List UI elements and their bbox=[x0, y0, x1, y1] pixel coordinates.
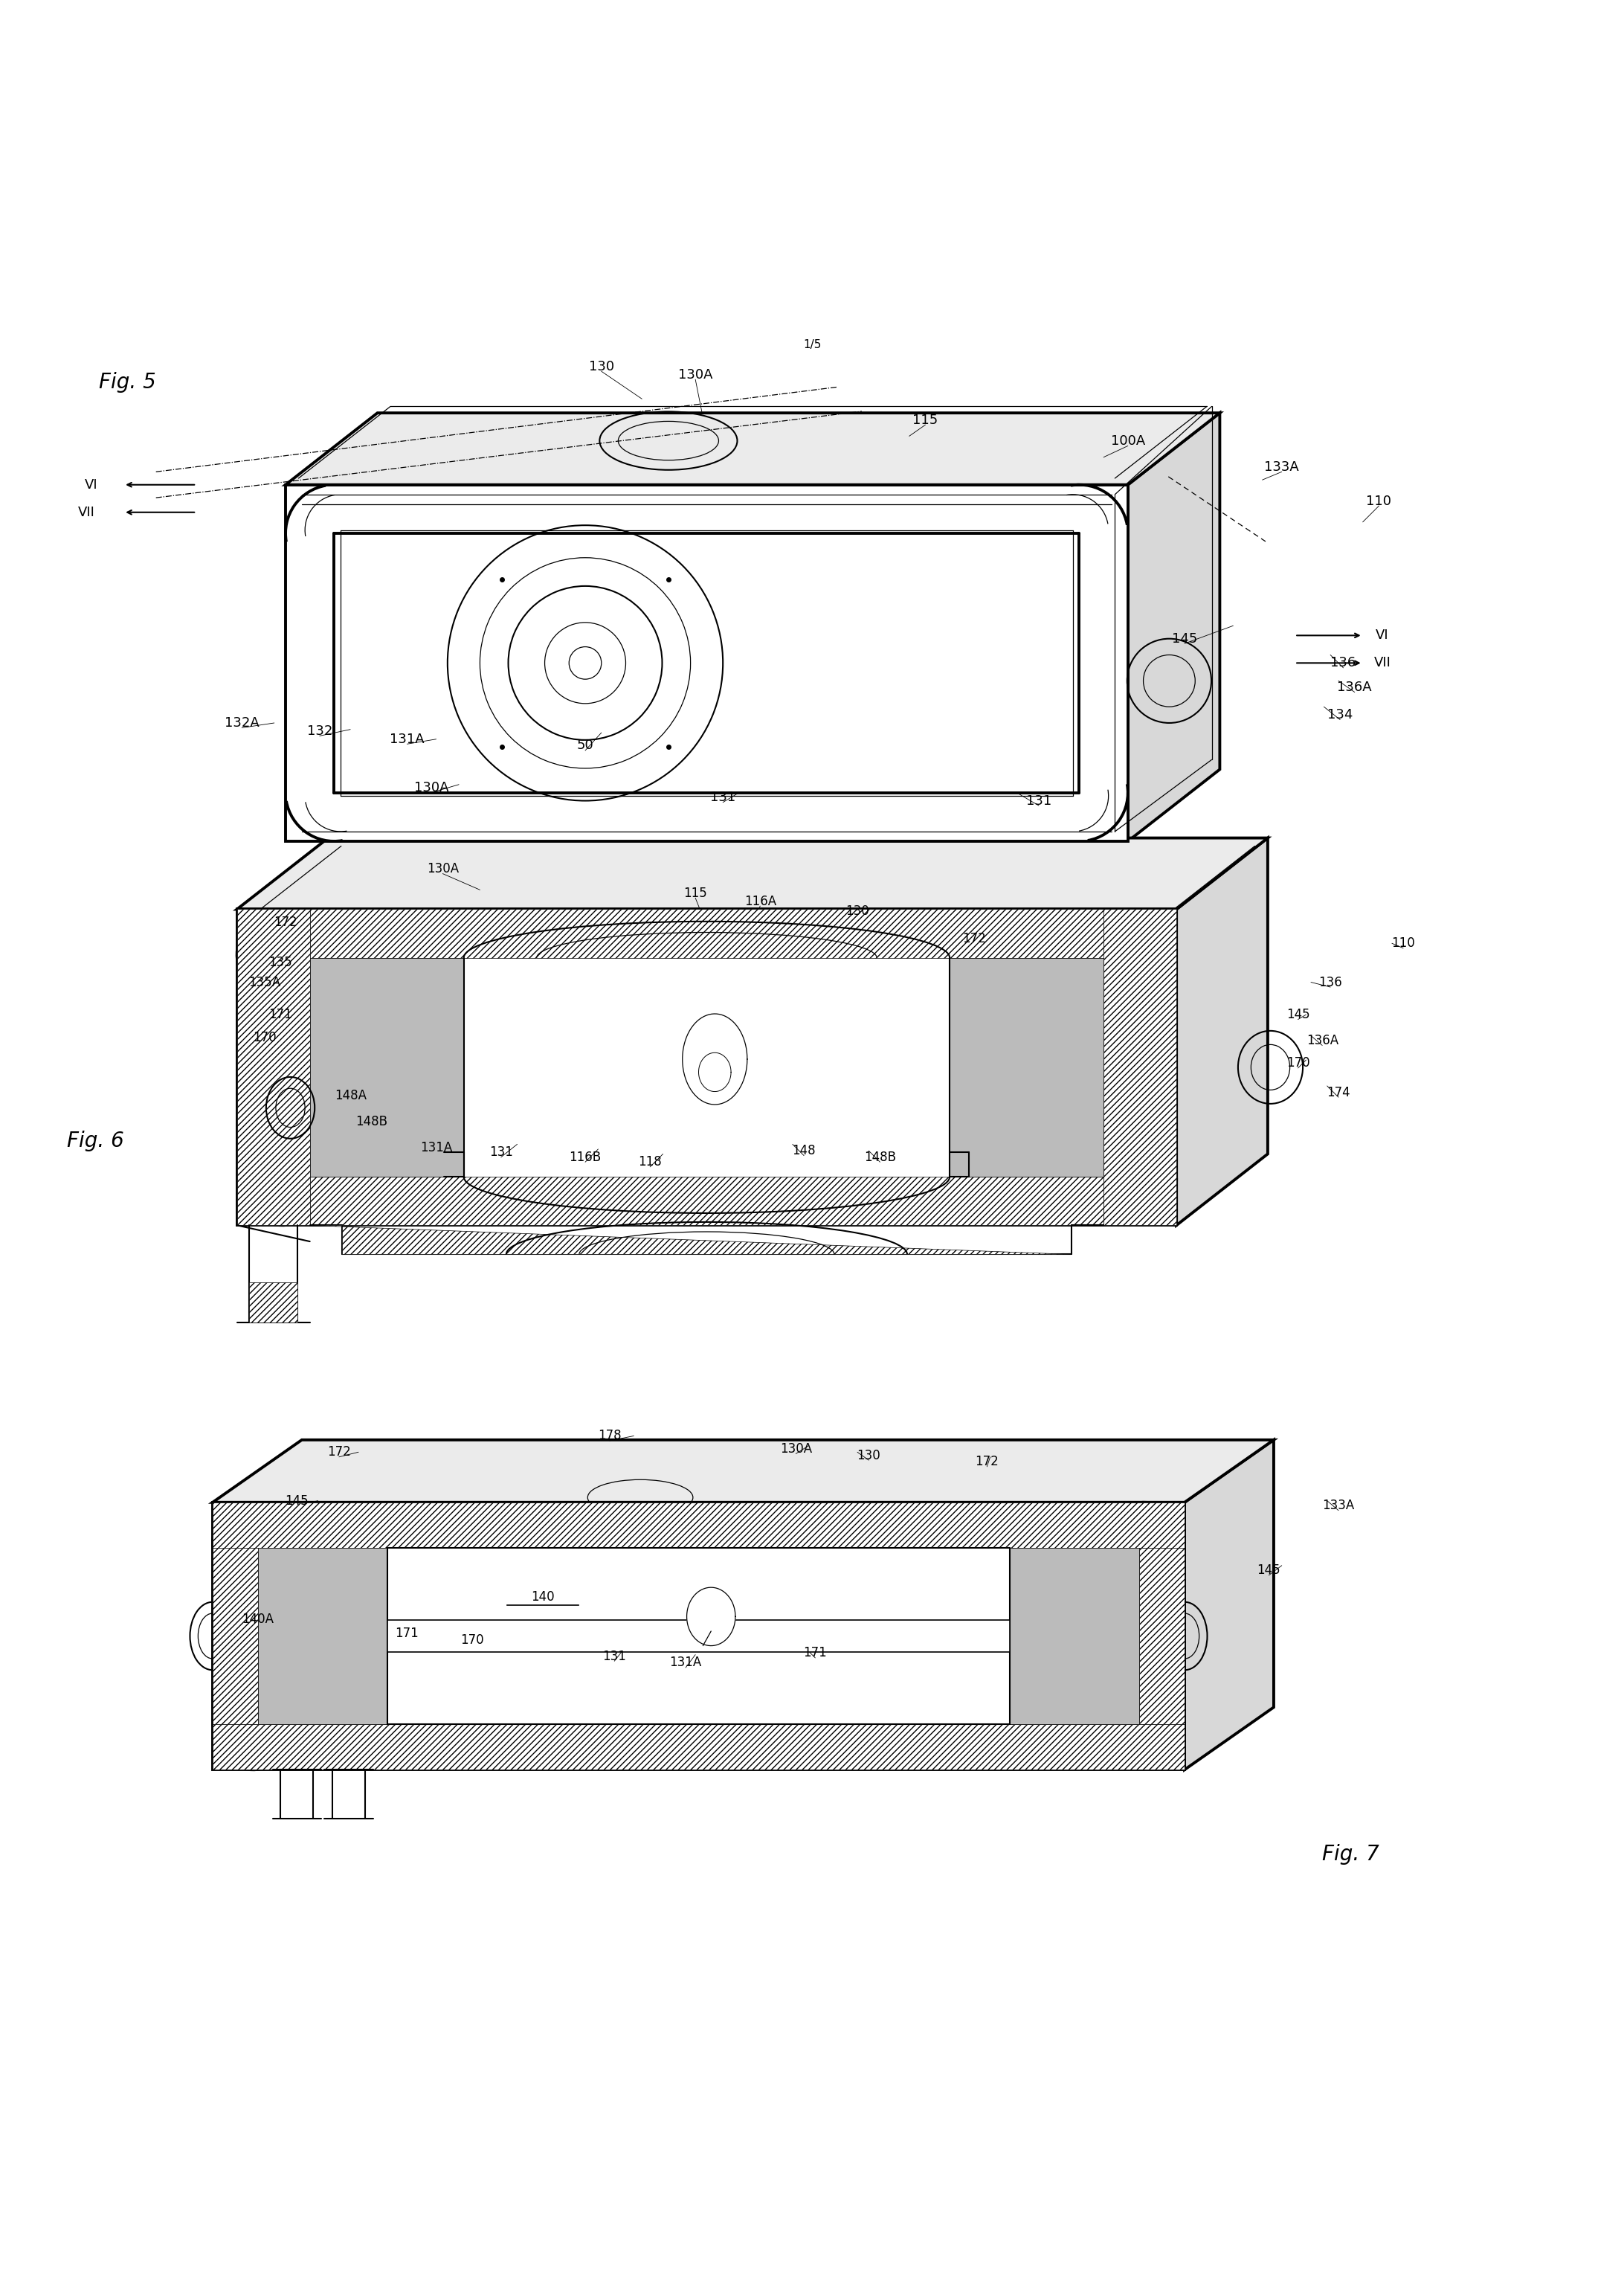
Polygon shape bbox=[1184, 1440, 1273, 1771]
Bar bbox=[248, 1282, 297, 1324]
Polygon shape bbox=[687, 1588, 736, 1645]
Text: 136A: 136A bbox=[1306, 1034, 1338, 1047]
Polygon shape bbox=[310, 958, 464, 1178]
Text: 115: 115 bbox=[913, 413, 939, 427]
Text: Fig. 6: Fig. 6 bbox=[67, 1130, 123, 1152]
Polygon shape bbox=[950, 958, 1104, 1178]
Text: 131: 131 bbox=[710, 792, 736, 803]
Text: 130A: 130A bbox=[414, 780, 448, 794]
Polygon shape bbox=[213, 1725, 1184, 1771]
Text: VI: VI bbox=[1376, 630, 1389, 641]
Polygon shape bbox=[213, 1547, 258, 1725]
Text: 132A: 132A bbox=[224, 717, 260, 730]
Text: Fig. 5: Fig. 5 bbox=[99, 372, 156, 393]
Text: 172: 172 bbox=[274, 915, 297, 929]
Polygon shape bbox=[388, 1620, 1010, 1652]
Polygon shape bbox=[258, 1547, 388, 1725]
Text: 172: 172 bbox=[326, 1445, 351, 1458]
Text: 145: 145 bbox=[1257, 1563, 1281, 1577]
Polygon shape bbox=[1176, 837, 1268, 1225]
Text: 172: 172 bbox=[961, 931, 986, 945]
Polygon shape bbox=[213, 1502, 1184, 1547]
Text: 172: 172 bbox=[974, 1456, 999, 1470]
Text: 1/5: 1/5 bbox=[802, 340, 822, 349]
Text: 145: 145 bbox=[1173, 632, 1197, 646]
Text: 135: 135 bbox=[270, 956, 292, 970]
Text: VII: VII bbox=[1374, 657, 1390, 669]
Text: 100A: 100A bbox=[1111, 434, 1145, 447]
Polygon shape bbox=[698, 1052, 731, 1091]
Text: 116B: 116B bbox=[568, 1150, 601, 1164]
Text: 131: 131 bbox=[1026, 794, 1051, 808]
Text: 118: 118 bbox=[638, 1155, 663, 1168]
Text: 130: 130 bbox=[857, 1449, 880, 1463]
Text: 140A: 140A bbox=[242, 1613, 274, 1625]
Text: 116A: 116A bbox=[744, 895, 776, 908]
Text: 136: 136 bbox=[1330, 657, 1356, 669]
Polygon shape bbox=[237, 908, 310, 1225]
Text: 148B: 148B bbox=[356, 1116, 388, 1127]
Text: 130A: 130A bbox=[427, 863, 458, 876]
Text: 170: 170 bbox=[460, 1634, 484, 1648]
Text: 130: 130 bbox=[846, 904, 869, 917]
Polygon shape bbox=[237, 837, 1268, 908]
Text: 50: 50 bbox=[577, 739, 594, 753]
Polygon shape bbox=[1129, 413, 1220, 842]
Text: 171: 171 bbox=[804, 1645, 827, 1659]
Text: 115: 115 bbox=[684, 885, 706, 899]
Text: 131: 131 bbox=[489, 1146, 513, 1159]
Polygon shape bbox=[237, 908, 1176, 1225]
Text: 174: 174 bbox=[1327, 1086, 1350, 1100]
Text: 170: 170 bbox=[253, 1031, 276, 1043]
Text: 171: 171 bbox=[270, 1009, 292, 1022]
Text: 148B: 148B bbox=[864, 1150, 896, 1164]
Text: 130: 130 bbox=[590, 361, 614, 374]
Text: 133A: 133A bbox=[1322, 1499, 1354, 1513]
Text: VII: VII bbox=[78, 507, 94, 518]
Text: 145: 145 bbox=[286, 1495, 309, 1508]
Text: 170: 170 bbox=[1286, 1057, 1309, 1070]
Text: 145: 145 bbox=[1286, 1009, 1309, 1022]
Text: 134: 134 bbox=[1327, 707, 1353, 721]
Text: 133A: 133A bbox=[1265, 461, 1299, 475]
Text: 131A: 131A bbox=[669, 1657, 702, 1670]
Text: 110: 110 bbox=[1392, 936, 1415, 949]
Text: 178: 178 bbox=[598, 1429, 622, 1442]
Text: 131A: 131A bbox=[421, 1141, 451, 1155]
Text: VI: VI bbox=[84, 477, 97, 491]
Text: 130A: 130A bbox=[679, 367, 713, 381]
Polygon shape bbox=[682, 1013, 747, 1104]
Text: 110: 110 bbox=[1366, 495, 1392, 507]
Text: 131A: 131A bbox=[390, 733, 424, 746]
Text: 136: 136 bbox=[1319, 974, 1341, 988]
Text: 148: 148 bbox=[793, 1143, 815, 1157]
Polygon shape bbox=[213, 1440, 1273, 1502]
Text: 148A: 148A bbox=[335, 1089, 367, 1102]
Polygon shape bbox=[1104, 908, 1176, 1225]
Text: 140: 140 bbox=[531, 1591, 555, 1604]
Text: 131: 131 bbox=[603, 1650, 627, 1664]
Text: 130A: 130A bbox=[780, 1442, 812, 1456]
Text: 135A: 135A bbox=[248, 974, 281, 988]
Text: 136A: 136A bbox=[1337, 680, 1372, 694]
Text: Fig. 7: Fig. 7 bbox=[1322, 1844, 1379, 1864]
Polygon shape bbox=[286, 484, 1129, 842]
Polygon shape bbox=[213, 1502, 1184, 1771]
Polygon shape bbox=[310, 1225, 1072, 1255]
Polygon shape bbox=[310, 908, 1104, 958]
Text: 132: 132 bbox=[307, 723, 333, 737]
Text: 171: 171 bbox=[395, 1627, 419, 1641]
Polygon shape bbox=[286, 413, 1220, 484]
Polygon shape bbox=[1010, 1547, 1138, 1725]
Polygon shape bbox=[310, 1178, 1104, 1225]
Polygon shape bbox=[1138, 1547, 1184, 1725]
